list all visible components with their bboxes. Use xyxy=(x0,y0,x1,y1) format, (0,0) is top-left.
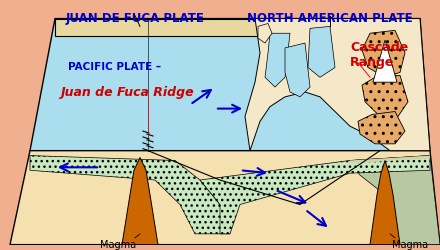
Polygon shape xyxy=(258,24,272,44)
Text: Juan de Fuca Ridge: Juan de Fuca Ridge xyxy=(60,86,194,99)
Text: Magma: Magma xyxy=(392,239,428,249)
Polygon shape xyxy=(30,20,430,151)
Polygon shape xyxy=(350,156,430,164)
Polygon shape xyxy=(350,156,440,245)
Text: JUAN DE FUCA PLATE: JUAN DE FUCA PLATE xyxy=(66,12,205,25)
Polygon shape xyxy=(55,20,420,37)
Polygon shape xyxy=(10,151,440,245)
Polygon shape xyxy=(358,112,405,144)
Polygon shape xyxy=(265,34,290,88)
Polygon shape xyxy=(30,156,230,234)
Text: PACIFIC PLATE –: PACIFIC PLATE – xyxy=(68,61,161,71)
Polygon shape xyxy=(245,20,430,151)
Polygon shape xyxy=(122,158,158,245)
Polygon shape xyxy=(200,156,430,234)
Polygon shape xyxy=(373,41,397,83)
Polygon shape xyxy=(362,76,408,117)
Polygon shape xyxy=(285,44,310,98)
Text: Cascade
Range: Cascade Range xyxy=(350,41,408,69)
Polygon shape xyxy=(362,31,405,78)
Polygon shape xyxy=(370,161,400,245)
Polygon shape xyxy=(308,27,335,78)
Text: Magma: Magma xyxy=(100,239,136,249)
Text: NORTH AMERICAN PLATE: NORTH AMERICAN PLATE xyxy=(247,12,413,25)
